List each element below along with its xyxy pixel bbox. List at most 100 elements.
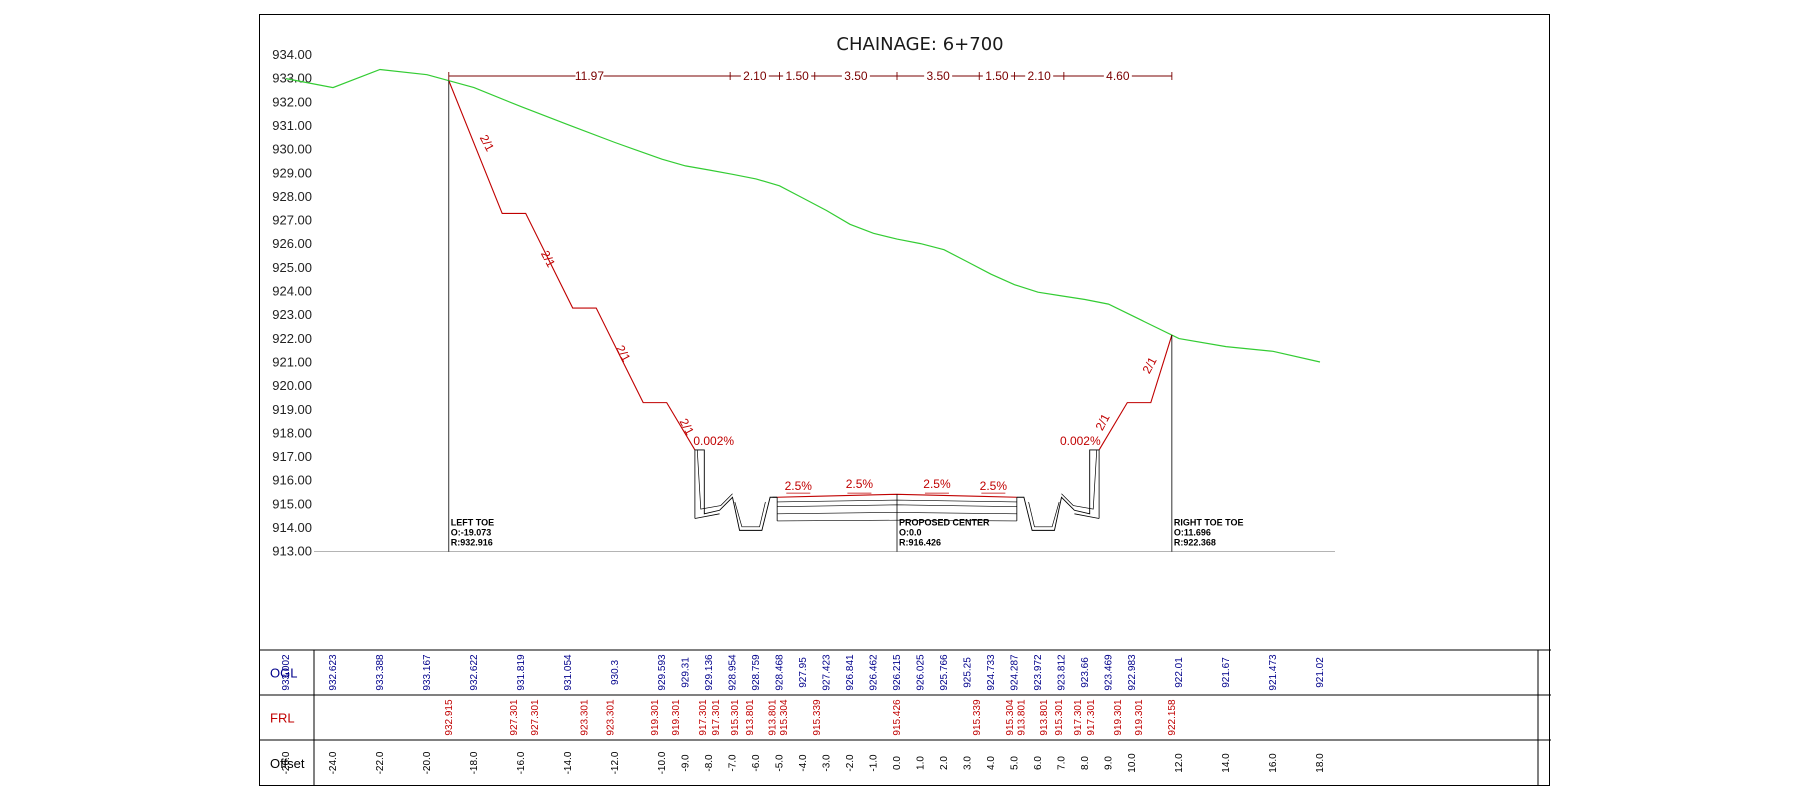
y-tick-label: 932.00 — [272, 94, 312, 109]
table-row-label: FRL — [270, 711, 295, 726]
dimension-label: 4.60 — [1106, 69, 1130, 83]
offset-value: 7.0 — [1057, 756, 1068, 770]
right-toe-annotation-line: O:11.696 — [1174, 528, 1211, 538]
frl-value: 915.304 — [779, 699, 790, 736]
ogl-value: 933.167 — [422, 654, 433, 691]
frl-value: 922.158 — [1167, 699, 1178, 736]
ogl-value: 921.473 — [1268, 654, 1279, 691]
slope-label: 2/1 — [1140, 354, 1160, 376]
offset-value: 14.0 — [1221, 753, 1232, 773]
ogl-value: 929.593 — [657, 654, 668, 691]
dimension-label: 2.10 — [1027, 69, 1051, 83]
frl-value: 927.301 — [530, 699, 541, 736]
dimension-label-bg — [841, 69, 870, 82]
dimension-label: 3.50 — [926, 69, 950, 83]
ogl-value: 932.622 — [469, 654, 480, 691]
table-row-label: Offset — [270, 756, 305, 771]
offset-value: -20.0 — [422, 751, 433, 774]
y-tick-label: 926.00 — [272, 236, 312, 251]
frl-value: 915.426 — [892, 699, 903, 736]
slope-label: 2/1 — [538, 248, 558, 270]
y-tick-label: 922.00 — [272, 331, 312, 346]
ogl-value: 933.002 — [281, 654, 292, 691]
y-tick-label: 927.00 — [272, 213, 312, 228]
offset-value: -3.0 — [822, 754, 833, 772]
grade-label: 2.5% — [980, 479, 1008, 493]
dimension-label-bg — [1103, 69, 1132, 82]
frl-value: 919.301 — [671, 699, 682, 736]
dimension-chain: 11.97 2.10 1.50 3.50 3.50 1.50 2.10 4.60 — [448, 69, 1173, 83]
right-drain-inner — [1061, 449, 1098, 510]
offset-value: -10.0 — [657, 751, 668, 774]
dimension-label-bg — [575, 69, 604, 82]
frl-value: 913.801 — [1017, 699, 1028, 736]
frl-value: 915.304 — [1005, 699, 1016, 736]
y-tick-label: 923.00 — [272, 307, 312, 322]
y-tick-label: 915.00 — [272, 496, 312, 511]
ogl-value: 932.623 — [328, 654, 339, 691]
frl-value: 923.301 — [579, 699, 590, 736]
offset-value: -26.0 — [281, 751, 292, 774]
ogl-value: 928.954 — [728, 654, 739, 691]
left-toe-annotation-line: R:932.916 — [451, 538, 493, 548]
ogl-value: 933.388 — [375, 654, 386, 691]
frl-value: 917.301 — [1086, 699, 1097, 736]
ogl-value: 924.287 — [1010, 654, 1021, 691]
ogl-value: 931.819 — [516, 654, 527, 691]
table-row-label: OGL — [270, 666, 297, 681]
y-tick-label: 934.00 — [272, 47, 312, 62]
offset-value: 10.0 — [1127, 753, 1138, 773]
ogl-value: 926.025 — [916, 654, 927, 691]
frl-value: 919.301 — [1134, 699, 1145, 736]
frl-value: 919.301 — [650, 699, 661, 736]
right-cut-slope — [1098, 334, 1173, 451]
offset-value: 0.0 — [892, 756, 903, 770]
right-side-drain-inner — [1028, 501, 1060, 528]
ogl-value: 926.462 — [869, 654, 880, 691]
y-tick-label: 931.00 — [272, 118, 312, 133]
dimension-label-bg — [740, 69, 769, 82]
offset-value: -8.0 — [704, 754, 715, 772]
center-annotation-line: PROPOSED CENTER — [899, 518, 990, 528]
right-toe-annotation-line: RIGHT TOE TOE — [1174, 518, 1244, 528]
y-axis: 934.00 933.00 932.00 931.00 930.00 929.00 928.… — [272, 47, 1335, 559]
ogl-value: 928.468 — [775, 654, 786, 691]
ogl-value: 926.215 — [892, 654, 903, 691]
offset-value: -9.0 — [681, 754, 692, 772]
grade-label: 0.002% — [1060, 434, 1101, 448]
y-tick-label: 928.00 — [272, 189, 312, 204]
y-tick-label: 924.00 — [272, 284, 312, 299]
grade-label: 2.5% — [923, 477, 951, 491]
offset-value: 1.0 — [916, 756, 927, 770]
y-tick-label: 913.00 — [272, 544, 312, 559]
dimension-label-bg — [1025, 69, 1054, 82]
chart-title: CHAINAGE: 6+700 — [836, 34, 1003, 55]
slope-label: 2/1 — [1093, 411, 1113, 433]
frl-value: 917.301 — [1073, 699, 1084, 736]
offset-value: -2.0 — [845, 754, 856, 772]
ground-line-group — [285, 68, 1321, 363]
y-tick-label: 925.00 — [272, 260, 312, 275]
ogl-value: 923.469 — [1104, 654, 1115, 691]
y-tick-label: 919.00 — [272, 402, 312, 417]
offset-value: -4.0 — [798, 754, 809, 772]
offset-value: -24.0 — [328, 751, 339, 774]
frl-value: 913.801 — [767, 699, 778, 736]
offset-value: -7.0 — [728, 754, 739, 772]
ogl-value: 929.31 — [681, 657, 692, 688]
right-drain-outline — [1016, 449, 1100, 531]
cross-section-drawing: 934.00 933.00 932.00 931.00 930.00 929.00 928.… — [260, 34, 1551, 786]
left-drain-base — [694, 513, 720, 519]
drawing-sheet: 934.00 933.00 932.00 931.00 930.00 929.00 928.… — [259, 14, 1551, 786]
offset-value: 12.0 — [1174, 753, 1185, 773]
offset-value: 9.0 — [1104, 756, 1115, 770]
offset-value: 16.0 — [1268, 753, 1279, 773]
offset-value: 4.0 — [986, 756, 997, 770]
offset-value: 8.0 — [1080, 756, 1091, 770]
center-annotation-line: O:0.0 — [899, 528, 922, 538]
center-annotation-line: R:916.426 — [899, 538, 941, 548]
ogl-value: 923.972 — [1033, 654, 1044, 691]
ogl-value: 928.759 — [751, 654, 762, 691]
frl-value: 927.301 — [509, 699, 520, 736]
ogl-value: 924.733 — [986, 654, 997, 691]
